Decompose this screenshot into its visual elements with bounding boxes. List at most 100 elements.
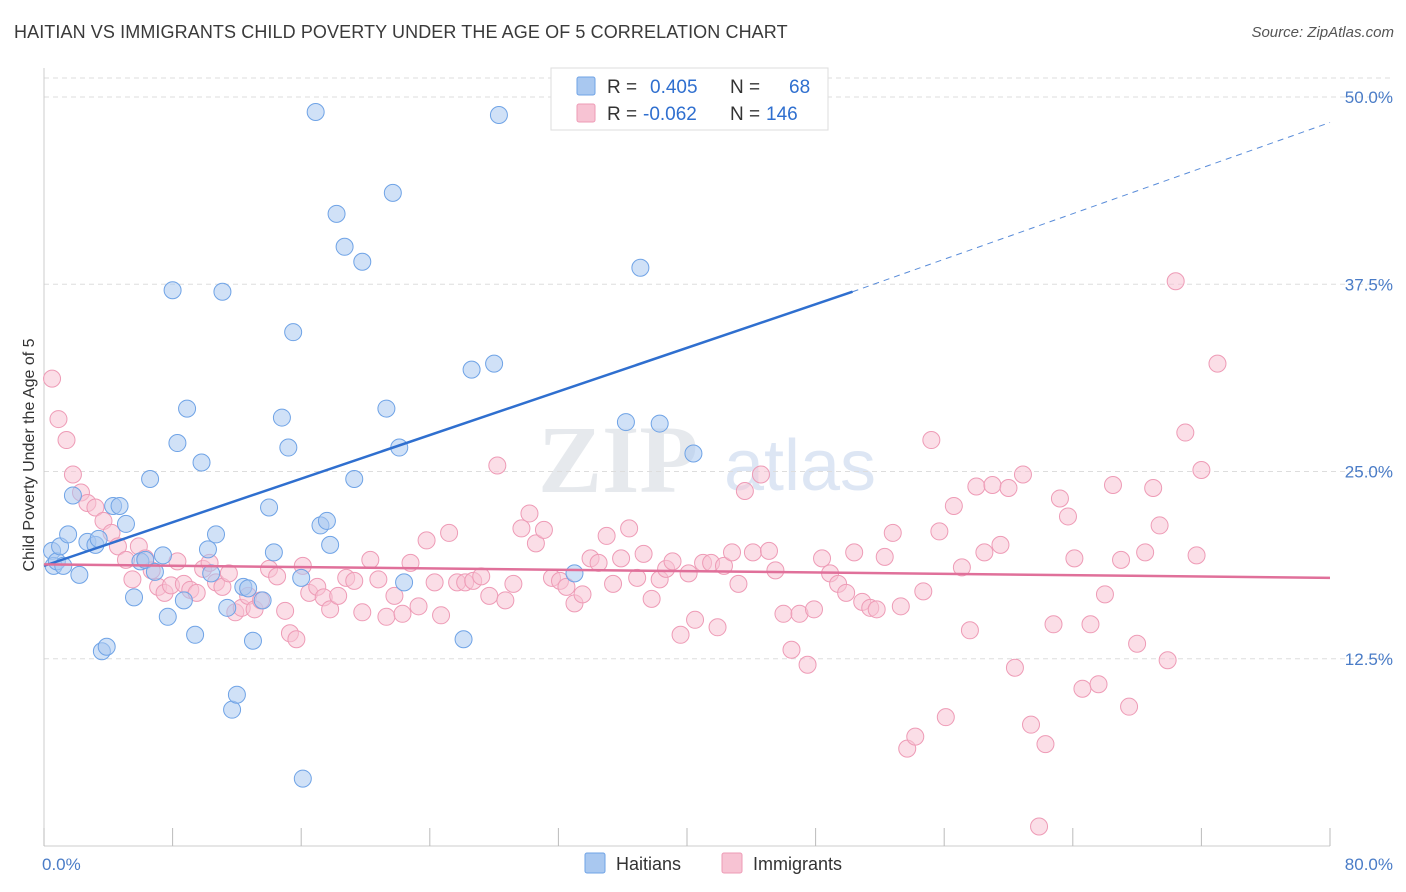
immigrants-point-6: [86, 498, 105, 517]
legend-swatch-haitians: [576, 76, 596, 96]
y-axis-label: Child Poverty Under the Age of 5: [21, 338, 38, 571]
haitians-point-31: [207, 525, 226, 544]
immigrants-point-50: [393, 604, 412, 623]
stats-legend: R = 0.405 N = 68 R = -0.062 N = 146: [550, 67, 829, 131]
haitians-point-44: [272, 408, 291, 427]
haitians-point-61: [485, 354, 504, 373]
immigrants-point-142: [1095, 585, 1114, 604]
immigrants-point-78: [612, 549, 631, 568]
haitians-point-18: [136, 550, 155, 569]
haitians-point-41: [264, 543, 283, 562]
immigrants-point-1: [49, 410, 68, 429]
immigrants-point-112: [867, 600, 886, 619]
immigrants-point-100: [774, 604, 793, 623]
immigrants-trend-line: [43, 563, 1331, 580]
immigrants-point-108: [837, 583, 856, 602]
immigrants-point-48: [377, 607, 396, 626]
legend-n-value-immigrants: 146: [766, 104, 798, 125]
haitians-point-6: [63, 486, 82, 505]
haitians-point-54: [353, 252, 372, 271]
haitians-point-38: [243, 631, 262, 650]
immigrants-point-140: [1081, 615, 1100, 634]
haitians-point-27: [186, 625, 205, 644]
immigrants-point-36: [287, 630, 306, 649]
haitians-point-20: [145, 562, 164, 581]
x-tick-label-0: 0.0%: [42, 855, 81, 874]
immigrants-point-144: [1112, 550, 1131, 569]
y-tick-label-0: 12.5%: [1345, 650, 1393, 669]
haitians-trend-extension: [852, 121, 1331, 293]
immigrants-point-114: [883, 523, 902, 542]
series-legend: Haitians Immigrants: [584, 852, 842, 874]
immigrants-point-65: [512, 519, 531, 538]
immigrants-point-104: [804, 600, 823, 619]
haitians-point-5: [59, 525, 78, 544]
immigrants-point-152: [1176, 423, 1195, 442]
haitians-point-51: [327, 204, 346, 223]
immigrants-point-98: [759, 541, 778, 560]
immigrants-point-66: [520, 504, 539, 523]
y-tick-label-1: 25.0%: [1345, 463, 1393, 482]
immigrants-point-150: [1158, 651, 1177, 670]
immigrants-point-128: [991, 535, 1010, 554]
immigrants-point-44: [345, 571, 364, 590]
chart-title: HAITIAN VS IMMIGRANTS CHILD POVERTY UNDE…: [14, 22, 788, 42]
immigrants-point-2: [57, 431, 76, 450]
legend-n-label-immigrants: N =: [730, 104, 760, 125]
immigrants-point-94: [729, 574, 748, 593]
haitians-point-42: [279, 438, 298, 457]
immigrants-point-26: [219, 564, 238, 583]
immigrants-point-56: [440, 523, 459, 542]
immigrants-point-87: [679, 564, 698, 583]
immigrants-point-127: [983, 475, 1002, 494]
immigrants-point-109: [845, 543, 864, 562]
haitians-point-39: [253, 591, 272, 610]
trend-lines: [43, 121, 1331, 580]
haitians-point-60: [462, 360, 481, 379]
haitians-point-30: [202, 564, 221, 583]
haitians-point-52: [335, 237, 354, 256]
haitians-point-63: [565, 564, 584, 583]
immigrants-point-151: [1166, 272, 1185, 291]
immigrants-point-103: [798, 655, 817, 674]
immigrants-point-137: [1058, 507, 1077, 526]
haitians-point-29: [198, 540, 217, 559]
immigrants-point-97: [751, 465, 770, 484]
haitians-point-55: [377, 399, 396, 418]
immigrants-point-92: [714, 556, 733, 575]
immigrants-point-49: [385, 586, 404, 605]
haitians-point-45: [292, 568, 311, 587]
haitians-point-15: [116, 514, 135, 533]
immigrants-point-80: [628, 568, 647, 587]
immigrants-point-147: [1136, 543, 1155, 562]
immigrants-point-136: [1050, 489, 1069, 508]
immigrants-point-54: [425, 573, 444, 592]
immigrants-point-46: [361, 550, 380, 569]
legend-n-label-haitians: N =: [730, 77, 760, 98]
immigrants-point-64: [504, 574, 523, 593]
legend-swatch-immigrants: [576, 103, 596, 123]
immigrants-point-130: [1005, 658, 1024, 677]
immigrants-point-86: [671, 625, 690, 644]
immigrants-point-126: [975, 543, 994, 562]
immigrants-point-120: [930, 522, 949, 541]
haitians-point-23: [163, 281, 182, 300]
immigrants-point-33: [268, 567, 287, 586]
haitians-point-49: [317, 511, 336, 530]
immigrants-point-113: [875, 547, 894, 566]
haitians-point-19: [141, 469, 160, 488]
y-tick-label-2: 37.5%: [1345, 275, 1393, 294]
immigrants-point-154: [1192, 461, 1211, 480]
immigrants-point-134: [1036, 735, 1055, 754]
immigrants-point-93: [723, 543, 742, 562]
immigrants-point-101: [782, 640, 801, 659]
immigrants-point-139: [1073, 679, 1092, 698]
immigrants-point-122: [944, 496, 963, 515]
legend-r-value-haitians: 0.405: [650, 77, 698, 98]
immigrants-point-95: [735, 481, 754, 500]
immigrants-point-131: [1013, 465, 1032, 484]
legend-r-label-haitians: R =: [607, 77, 637, 98]
immigrants-point-133: [1030, 817, 1049, 836]
haitians-point-53: [345, 469, 364, 488]
immigrants-point-129: [999, 478, 1018, 497]
